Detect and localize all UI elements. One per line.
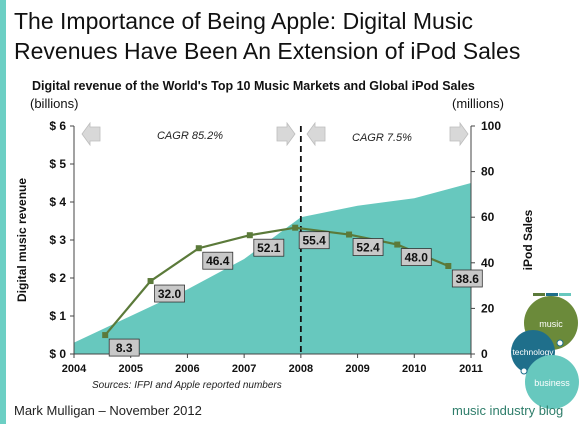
logo-bar-green	[533, 293, 545, 296]
data-label: 38.6	[456, 272, 480, 286]
arrow-right-mid-icon	[276, 121, 296, 147]
data-label: 46.4	[206, 254, 230, 268]
ipod-sales-line	[104, 226, 449, 336]
data-label-box	[352, 238, 384, 256]
logo-music-label: music	[539, 319, 563, 329]
data-label-box	[108, 338, 140, 357]
data-label: 52.4	[356, 241, 380, 255]
logo-technology-label: technology	[512, 347, 554, 357]
right-tick-label: 60	[481, 210, 495, 224]
left-axis-unit: (billions)	[30, 96, 79, 111]
data-label: 52.1	[257, 241, 281, 255]
cagr-right-annotation: CAGR 7.5%	[352, 132, 412, 144]
x-tick-label: 2010	[402, 363, 426, 375]
x-tick-label: 2007	[232, 363, 256, 375]
arrow-left-start-icon	[81, 121, 101, 147]
arrow-right-end-icon	[449, 121, 469, 147]
left-tick-label: $ 1	[49, 309, 66, 323]
logo-dot	[556, 339, 564, 347]
ipod-sales-point	[147, 278, 154, 285]
accent-bar	[0, 0, 6, 424]
data-label: 48.0	[405, 251, 429, 265]
ipod-sales-point	[246, 232, 253, 239]
right-tick-label: 0	[481, 347, 488, 361]
right-tick-label: 20	[481, 301, 495, 315]
left-tick-label: $ 2	[49, 271, 66, 285]
x-tick-label: 2011	[459, 363, 483, 375]
left-tick-label: $ 4	[49, 195, 66, 209]
ipod-sales-point	[445, 262, 452, 269]
ipod-sales-point	[102, 332, 109, 339]
x-tick-label: 2008	[289, 363, 313, 375]
data-label-box	[298, 231, 330, 250]
logo-dot	[520, 367, 528, 375]
ipod-sales-point	[292, 224, 299, 231]
page-title: The Importance of Being Apple: Digital M…	[14, 8, 521, 64]
x-tick-label: 2004	[62, 363, 87, 375]
left-tick-label: $ 0	[49, 347, 66, 361]
data-label: 32.0	[158, 287, 182, 301]
data-label: 55.4	[303, 234, 327, 248]
data-label-box	[154, 284, 185, 303]
right-tick-label: 100	[481, 119, 501, 133]
right-axis-unit: (millions)	[452, 96, 504, 111]
x-tick-label: 2006	[175, 363, 199, 375]
revenue-area	[74, 183, 471, 354]
footer-blog: music industry blog	[452, 403, 564, 418]
data-label-box	[400, 248, 432, 266]
chart-subtitle: Digital revenue of the World's Top 10 Mu…	[32, 79, 475, 93]
left-tick-label: $ 5	[49, 157, 66, 171]
right-tick-label: 80	[481, 165, 495, 179]
logo-business-circle	[525, 355, 579, 409]
left-tick-label: $ 6	[49, 119, 66, 133]
ipod-sales-point	[394, 241, 401, 248]
cagr-left-annotation: CAGR 85.2%	[157, 130, 223, 142]
right-tick-label: 40	[481, 256, 495, 270]
logo-bar-blue	[546, 293, 558, 296]
source-note: Sources: IFPI and Apple reported numbers	[92, 380, 282, 391]
data-label-box	[202, 251, 234, 270]
ipod-sales-point	[346, 231, 353, 238]
footer-author: Mark Mulligan – November 2012	[14, 403, 202, 418]
x-tick-label: 2009	[345, 363, 369, 375]
right-axis-title: iPod Sales	[521, 209, 535, 270]
x-tick-label: 2005	[118, 363, 142, 375]
left-tick-label: $ 3	[49, 233, 66, 247]
logo-business-label: business	[534, 378, 570, 388]
data-label: 8.3	[116, 341, 133, 355]
ipod-sales-point	[195, 245, 202, 252]
arrow-left-mid-icon	[306, 121, 326, 147]
logo-bar-teal	[559, 293, 571, 296]
data-label-box	[253, 238, 285, 257]
left-axis-title: Digital music revenue	[15, 178, 29, 302]
data-label-box	[451, 269, 483, 288]
